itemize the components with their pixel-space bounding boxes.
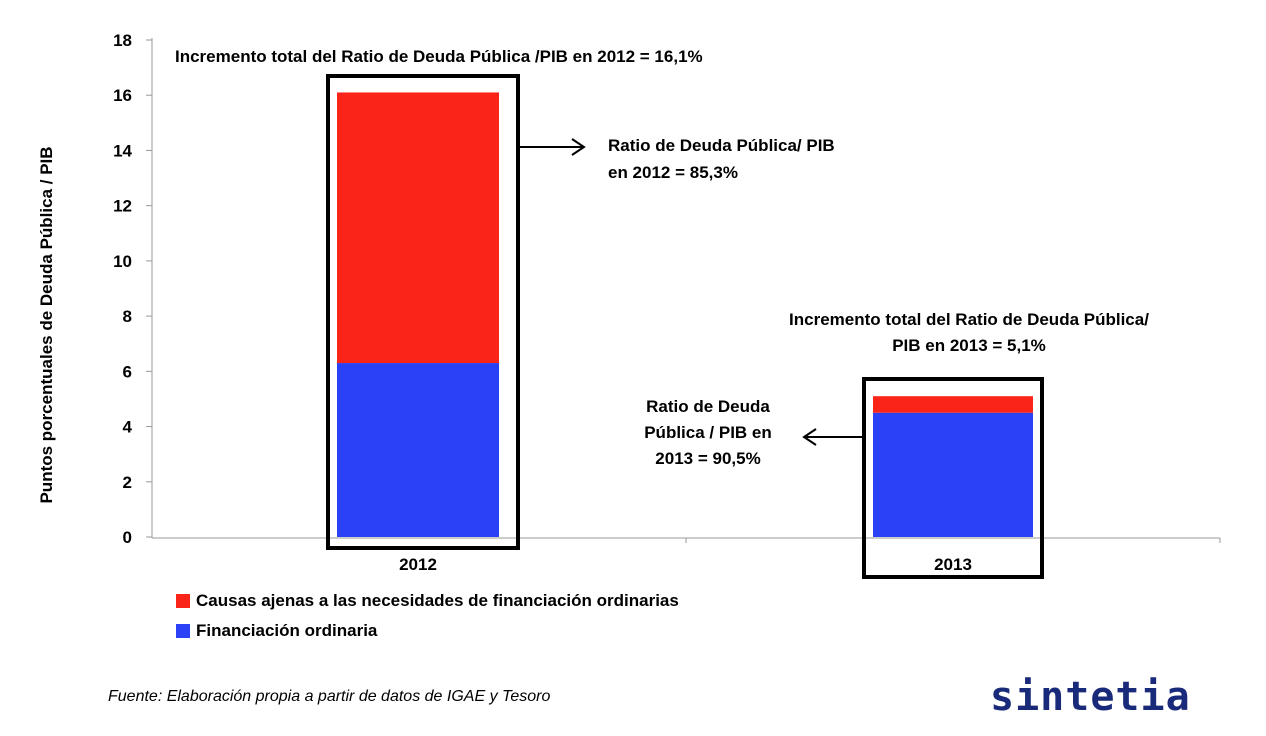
legend-label-causas: Causas ajenas a las necesidades de finan… <box>196 591 679 610</box>
bar-chart: 0 2 4 6 8 10 12 14 16 18 2012 2013 Puntos porcent… <box>37 31 1221 579</box>
arrow-2013-head <box>802 428 817 446</box>
annotation-ratio-2013-line3: 2013 = 90,5% <box>655 449 760 468</box>
category-label-2013: 2013 <box>934 555 972 574</box>
annotation-ratio-2012-line1: Ratio de Deuda Pública/ PIB <box>608 136 835 155</box>
y-tick-label: 16 <box>113 86 132 105</box>
annotation-ratio-2013-line1: Ratio de Deuda <box>646 397 770 416</box>
y-axis-ticks: 0 2 4 6 8 10 12 14 16 18 <box>113 31 152 547</box>
y-tick-label: 12 <box>113 197 132 216</box>
bar-2013-series-1 <box>873 396 1033 413</box>
legend-item-financiacion: Financiación ordinaria <box>176 616 679 646</box>
y-tick-label: 10 <box>113 252 132 271</box>
bars-group <box>337 92 1033 537</box>
arrow-2012-head <box>571 138 586 156</box>
annotation-ratio-2013-line2: Pública / PIB en <box>644 423 772 442</box>
legend-item-causas: Causas ajenas a las necesidades de finan… <box>176 586 679 616</box>
legend-swatch-financiacion <box>176 624 190 638</box>
y-tick-label: 0 <box>123 528 132 547</box>
y-tick-label: 8 <box>123 307 132 326</box>
bar-2012-series-0 <box>337 363 499 537</box>
source-note: Fuente: Elaboración propia a partir de d… <box>108 688 551 705</box>
legend-swatch-causas <box>176 594 190 608</box>
frame-2012 <box>326 74 520 550</box>
annotation-total-2013-line2: PIB en 2013 = 5,1% <box>892 336 1046 355</box>
frame-2013 <box>862 377 1044 579</box>
y-tick-label: 4 <box>123 418 133 437</box>
y-tick-label: 18 <box>113 31 132 50</box>
y-tick-label: 14 <box>113 141 132 160</box>
sintetia-logo: sintetia <box>990 674 1191 720</box>
y-tick-label: 6 <box>123 362 132 381</box>
bar-2013-series-0 <box>873 412 1033 537</box>
annotation-total-2012: Incremento total del Ratio de Deuda Públ… <box>175 47 703 66</box>
category-label-2012: 2012 <box>399 555 437 574</box>
legend: Causas ajenas a las necesidades de finan… <box>176 586 679 646</box>
annotation-total-2013-line1: Incremento total del Ratio de Deuda Públ… <box>789 310 1149 329</box>
y-axis-label: Puntos porcentuales de Deuda Pública / P… <box>37 146 56 503</box>
bar-2012-series-1 <box>337 92 499 364</box>
annotation-ratio-2012-line2: en 2012 = 85,3% <box>608 163 738 182</box>
legend-label-financiacion: Financiación ordinaria <box>196 621 378 640</box>
y-tick-label: 2 <box>123 473 132 492</box>
